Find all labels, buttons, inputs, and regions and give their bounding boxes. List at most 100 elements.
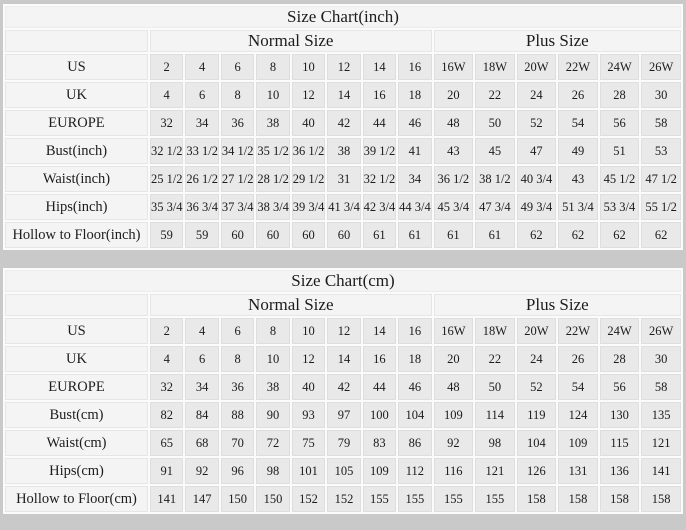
cell: 35 1/2 [256, 138, 290, 164]
table-row: US 2 4 6 8 10 12 14 16 16W 18W 20W 22W 24W 26W [5, 318, 681, 344]
cell: 18W [475, 318, 515, 344]
cell: 53 3/4 [599, 194, 640, 220]
cell: 8 [256, 54, 290, 80]
cell: 8 [220, 82, 255, 108]
cell: 6 [220, 318, 255, 344]
cell: 104 [516, 430, 557, 456]
cell: 158 [599, 486, 640, 512]
cell: 44 3/4 [398, 194, 432, 220]
cell: 48 [433, 110, 474, 136]
cell: 109 [433, 402, 474, 428]
cell: 97 [327, 402, 361, 428]
cell: 105 [327, 458, 361, 484]
cell: 28 [599, 82, 640, 108]
cell: 26W [641, 318, 681, 344]
cell: 68 [185, 430, 219, 456]
cell: 30 [641, 346, 681, 372]
cell: 45 3/4 [433, 194, 474, 220]
cell: 35 3/4 [149, 194, 184, 220]
table-row: EUROPE 32 34 36 38 40 42 44 46 48 50 52 54 56 58 [5, 110, 681, 136]
cell: 136 [599, 458, 640, 484]
cell: 62 [599, 222, 640, 248]
cell: 84 [185, 402, 219, 428]
cell: 61 [475, 222, 515, 248]
cell: 56 [599, 110, 640, 136]
row-label: US [5, 318, 148, 344]
cell: 39 3/4 [291, 194, 326, 220]
cell: 6 [185, 346, 219, 372]
cell: 124 [558, 402, 598, 428]
cell: 12 [327, 318, 361, 344]
cell: 4 [149, 82, 184, 108]
row-label: Hips(cm) [5, 458, 148, 484]
cell: 16W [433, 54, 474, 80]
cell: 32 1/2 [362, 166, 397, 192]
cell: 150 [256, 486, 290, 512]
cell: 109 [362, 458, 397, 484]
cell: 60 [291, 222, 326, 248]
table-row: Hips(inch) 35 3/4 36 3/4 37 3/4 38 3/4 39 3/4… [5, 194, 681, 220]
cell: 33 1/2 [185, 138, 219, 164]
cell: 112 [398, 458, 432, 484]
row-label: EUROPE [5, 110, 148, 136]
cell: 61 [362, 222, 397, 248]
cell: 34 [398, 166, 432, 192]
cell: 42 [327, 110, 361, 136]
cell: 115 [599, 430, 640, 456]
cell: 48 [433, 374, 474, 400]
cell: 32 [149, 110, 184, 136]
cell: 22W [558, 318, 598, 344]
column-group-plus-size: Plus Size [433, 294, 681, 316]
table-row: Hips(cm) 91 92 96 98 101 105 109 112 116 121 126 131… [5, 458, 681, 484]
cell: 4 [185, 318, 219, 344]
cell: 60 [220, 222, 255, 248]
cell: 60 [256, 222, 290, 248]
cell: 2 [149, 54, 184, 80]
cell: 44 [362, 110, 397, 136]
cell: 92 [185, 458, 219, 484]
column-group-row: Normal Size Plus Size [5, 294, 681, 316]
cell: 20 [433, 346, 474, 372]
cell: 62 [516, 222, 557, 248]
cell: 28 [599, 346, 640, 372]
cell: 32 [149, 374, 184, 400]
cell: 53 [641, 138, 681, 164]
cell: 114 [475, 402, 515, 428]
cell: 18 [398, 82, 432, 108]
cell: 40 3/4 [516, 166, 557, 192]
cell: 86 [398, 430, 432, 456]
cell: 26 [558, 346, 598, 372]
cell: 16W [433, 318, 474, 344]
table-row: US 2 4 6 8 10 12 14 16 16W 18W 20W 22W 24W 26W [5, 54, 681, 80]
cell: 47 [516, 138, 557, 164]
cell: 36 3/4 [185, 194, 219, 220]
cell: 20W [516, 54, 557, 80]
cell: 155 [475, 486, 515, 512]
cell: 41 3/4 [327, 194, 361, 220]
cell: 88 [220, 402, 255, 428]
cell: 26W [641, 54, 681, 80]
cell: 26 [558, 82, 598, 108]
cell: 27 1/2 [220, 166, 255, 192]
cell: 8 [220, 346, 255, 372]
cell: 24W [599, 318, 640, 344]
size-chart-table-inch: Size Chart(inch) Normal Size Plus Size US 2 4… [3, 4, 683, 250]
cell: 59 [149, 222, 184, 248]
cell: 34 [185, 374, 219, 400]
table-row: Waist(cm) 65 68 70 72 75 79 83 86 92 98 104 109 115 12… [5, 430, 681, 456]
cell: 109 [558, 430, 598, 456]
cell: 16 [398, 318, 432, 344]
cell: 10 [256, 346, 290, 372]
cell: 59 [185, 222, 219, 248]
cell: 54 [558, 374, 598, 400]
cell: 36 1/2 [433, 166, 474, 192]
cell: 52 [516, 110, 557, 136]
row-label: UK [5, 346, 148, 372]
cell: 54 [558, 110, 598, 136]
cell: 26 1/2 [185, 166, 219, 192]
cell: 39 1/2 [362, 138, 397, 164]
cell: 6 [220, 54, 255, 80]
table-title-inch: Size Chart(inch) [5, 6, 681, 28]
cell: 12 [327, 54, 361, 80]
cell: 25 1/2 [149, 166, 184, 192]
